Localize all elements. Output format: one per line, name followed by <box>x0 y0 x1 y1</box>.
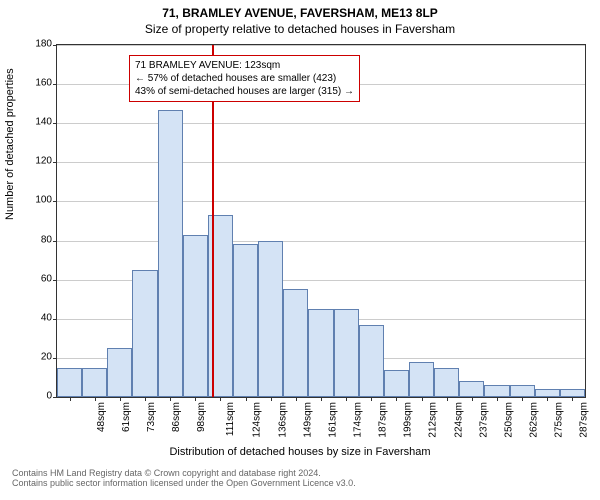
chart-title-line2: Size of property relative to detached ho… <box>0 22 600 36</box>
x-tick-label: 275sqm <box>554 402 565 438</box>
x-tick-label: 224sqm <box>453 402 464 438</box>
histogram-bar <box>535 389 560 397</box>
x-tick-label: 237sqm <box>478 402 489 438</box>
x-tick-label: 48sqm <box>96 402 107 432</box>
x-tick-mark <box>572 397 573 401</box>
histogram-bar <box>384 370 409 397</box>
histogram-bar <box>334 309 359 397</box>
x-tick-label: 287sqm <box>579 402 590 438</box>
annotation-line: ← 57% of detached houses are smaller (42… <box>135 72 354 85</box>
x-tick-label: 174sqm <box>353 402 364 438</box>
histogram-bar <box>308 309 333 397</box>
y-tick-mark <box>53 123 57 124</box>
x-tick-mark <box>220 397 221 401</box>
annotation-line: 43% of semi-detached houses are larger (… <box>135 85 354 98</box>
x-tick-label: 187sqm <box>378 402 389 438</box>
x-tick-mark <box>447 397 448 401</box>
x-tick-label: 73sqm <box>146 402 157 432</box>
histogram-bar <box>107 348 132 397</box>
x-tick-label: 111sqm <box>225 402 236 436</box>
x-tick-label: 61sqm <box>121 402 132 432</box>
histogram-bar <box>258 241 283 397</box>
attribution: Contains HM Land Registry data © Crown c… <box>6 466 362 490</box>
x-tick-mark <box>522 397 523 401</box>
x-tick-mark <box>321 397 322 401</box>
x-tick-mark <box>396 397 397 401</box>
x-tick-mark <box>271 397 272 401</box>
histogram-bar <box>484 385 509 397</box>
y-tick-mark <box>53 84 57 85</box>
y-tick-mark <box>53 45 57 46</box>
x-tick-label: 161sqm <box>327 402 338 438</box>
histogram-bar <box>233 244 258 397</box>
histogram-bar <box>82 368 107 397</box>
y-tick-label: 60 <box>2 273 52 284</box>
histogram-bar <box>132 270 157 397</box>
y-tick-label: 20 <box>2 351 52 362</box>
y-tick-label: 180 <box>2 39 52 50</box>
chart-container: 71, BRAMLEY AVENUE, FAVERSHAM, ME13 8LP … <box>0 0 600 500</box>
grid-line <box>57 201 585 202</box>
x-tick-mark <box>95 397 96 401</box>
y-tick-label: 120 <box>2 156 52 167</box>
x-tick-mark <box>296 397 297 401</box>
y-tick-label: 160 <box>2 78 52 89</box>
x-tick-label: 98sqm <box>196 402 207 432</box>
y-tick-mark <box>53 358 57 359</box>
y-tick-mark <box>53 319 57 320</box>
histogram-bar <box>409 362 434 397</box>
annotation-line: 71 BRAMLEY AVENUE: 123sqm <box>135 59 354 72</box>
y-tick-mark <box>53 241 57 242</box>
y-tick-label: 140 <box>2 117 52 128</box>
plot-area: 71 BRAMLEY AVENUE: 123sqm← 57% of detach… <box>56 44 586 398</box>
x-axis-label: Distribution of detached houses by size … <box>0 446 600 458</box>
x-tick-mark <box>497 397 498 401</box>
grid-line <box>57 241 585 242</box>
y-tick-mark <box>53 162 57 163</box>
x-tick-label: 212sqm <box>428 402 439 438</box>
histogram-bar <box>560 389 585 397</box>
histogram-bar <box>183 235 208 397</box>
y-tick-mark <box>53 397 57 398</box>
x-tick-mark <box>547 397 548 401</box>
x-tick-mark <box>371 397 372 401</box>
attribution-line2: Contains public sector information licen… <box>12 478 356 488</box>
histogram-bar <box>459 381 484 397</box>
histogram-bar <box>434 368 459 397</box>
grid-line <box>57 162 585 163</box>
y-tick-label: 80 <box>2 234 52 245</box>
histogram-bar <box>283 289 308 397</box>
x-tick-mark <box>195 397 196 401</box>
x-tick-label: 199sqm <box>403 402 414 438</box>
histogram-bar <box>510 385 535 397</box>
x-tick-label: 149sqm <box>302 402 313 438</box>
x-tick-label: 124sqm <box>252 402 263 438</box>
histogram-bar <box>359 325 384 397</box>
x-tick-mark <box>170 397 171 401</box>
x-tick-mark <box>145 397 146 401</box>
y-tick-label: 40 <box>2 312 52 323</box>
y-tick-label: 0 <box>2 391 52 402</box>
histogram-bar <box>158 110 183 397</box>
histogram-bar <box>57 368 82 397</box>
x-tick-label: 250sqm <box>503 402 514 438</box>
x-tick-label: 86sqm <box>171 402 182 432</box>
y-tick-mark <box>53 280 57 281</box>
x-tick-mark <box>346 397 347 401</box>
x-tick-label: 136sqm <box>277 402 288 438</box>
grid-line <box>57 123 585 124</box>
y-tick-label: 100 <box>2 195 52 206</box>
attribution-line1: Contains HM Land Registry data © Crown c… <box>12 468 356 478</box>
x-tick-label: 262sqm <box>529 402 540 438</box>
annotation-box: 71 BRAMLEY AVENUE: 123sqm← 57% of detach… <box>129 55 360 102</box>
x-tick-mark <box>246 397 247 401</box>
x-tick-mark <box>422 397 423 401</box>
chart-title-line1: 71, BRAMLEY AVENUE, FAVERSHAM, ME13 8LP <box>0 6 600 20</box>
grid-line <box>57 45 585 46</box>
x-tick-mark <box>70 397 71 401</box>
y-tick-mark <box>53 201 57 202</box>
x-tick-mark <box>472 397 473 401</box>
x-tick-mark <box>120 397 121 401</box>
